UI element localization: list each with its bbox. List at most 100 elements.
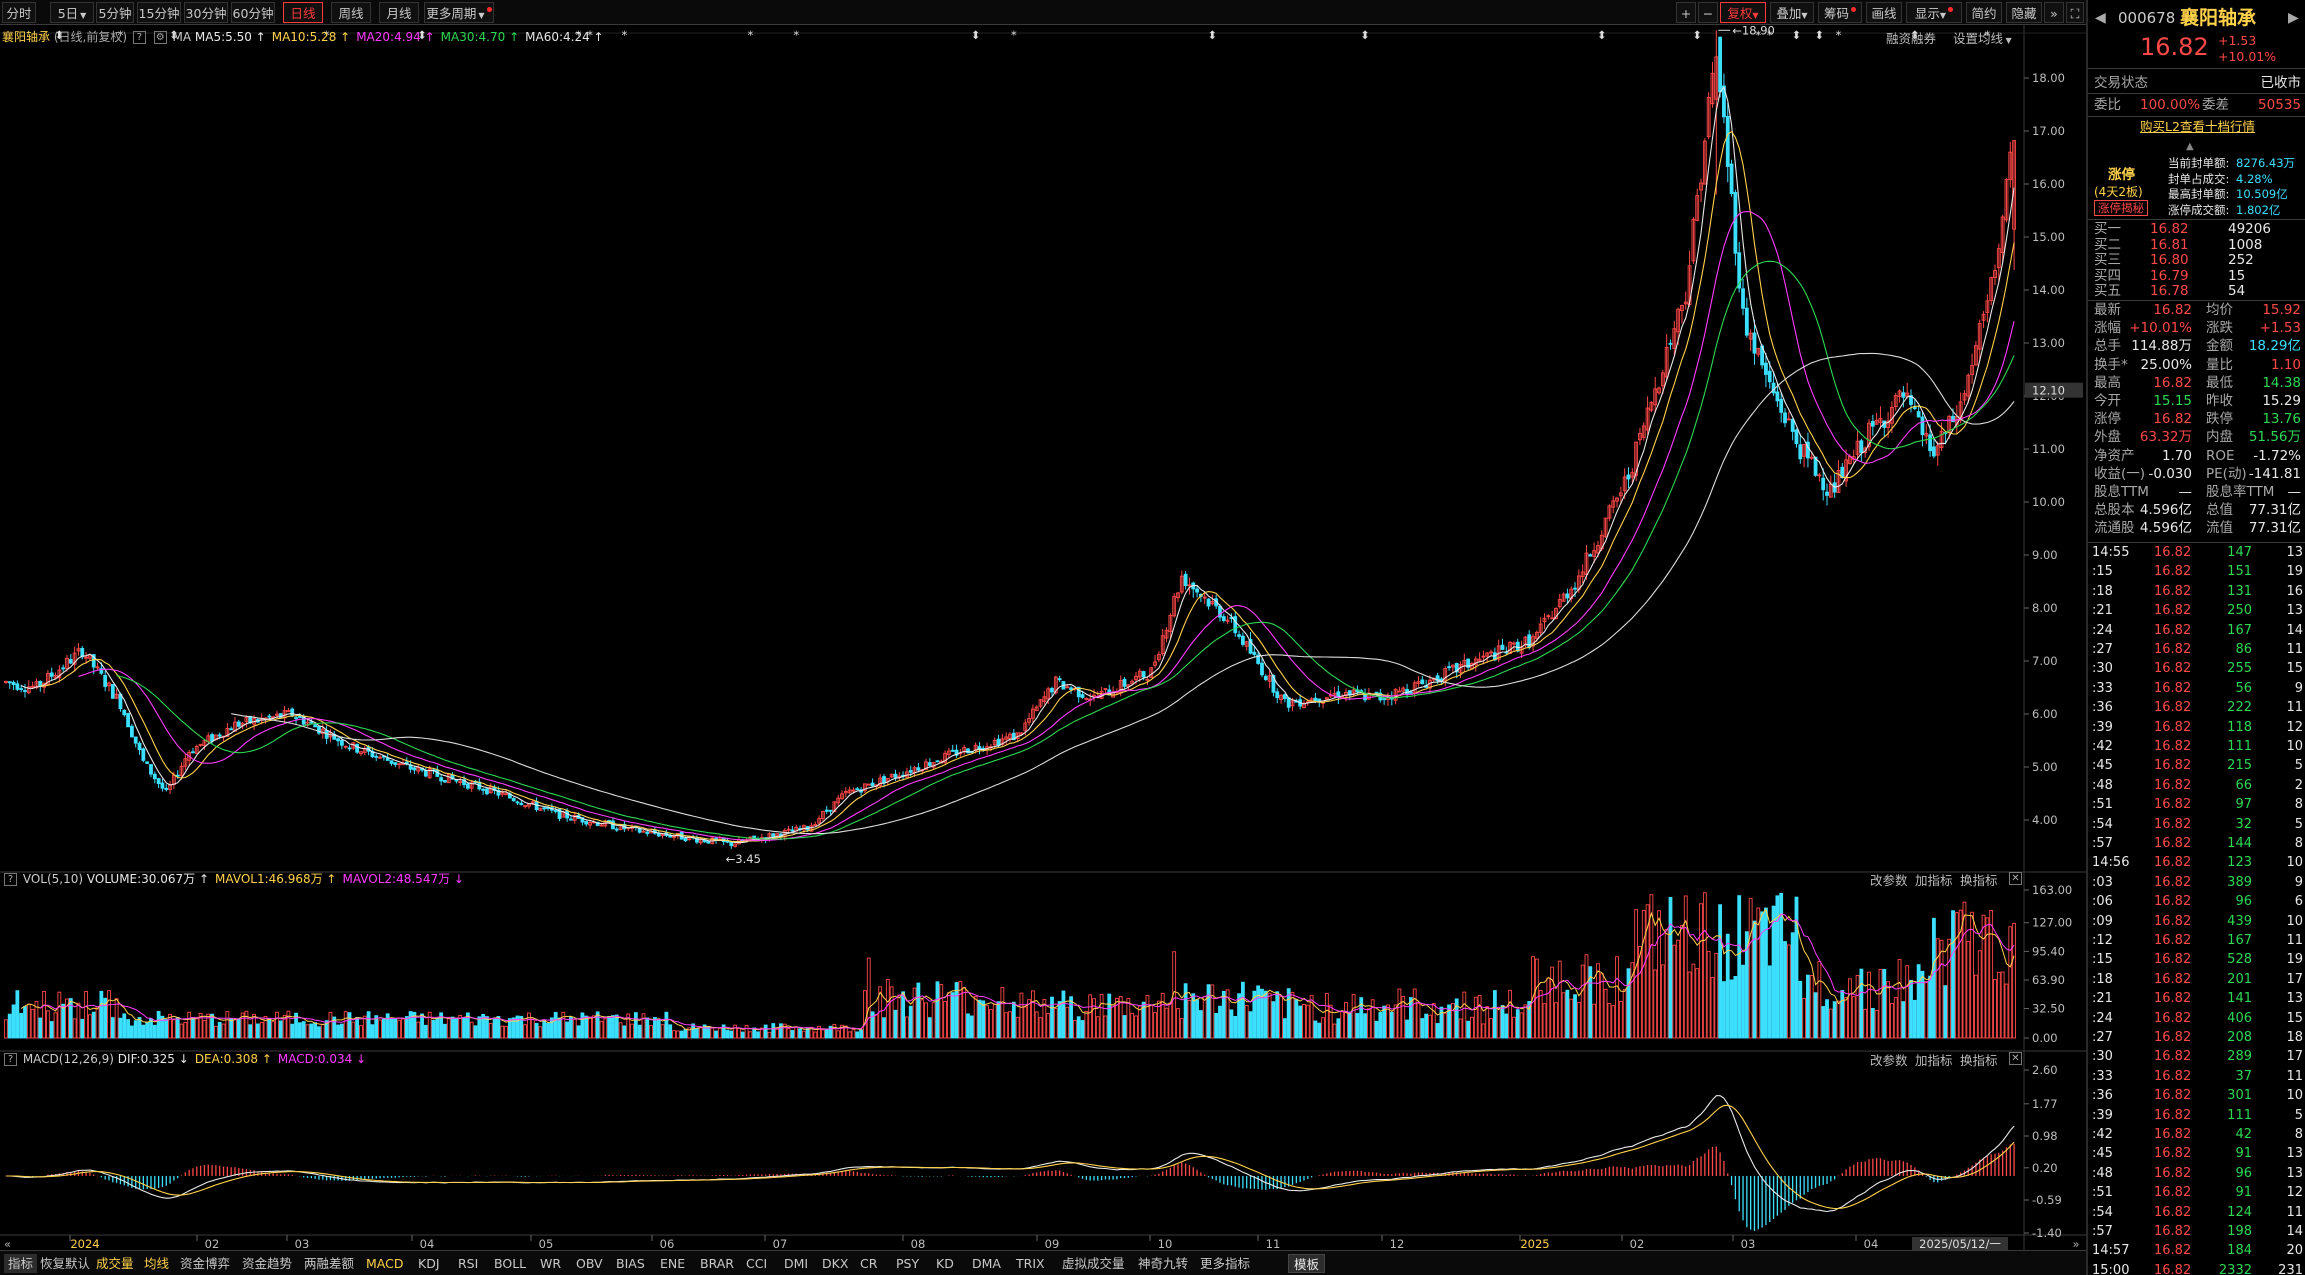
event-marker-icon: *	[324, 28, 330, 42]
draw-line-button[interactable]: 画线	[1866, 2, 1902, 23]
indicator-tab-22[interactable]: DMA	[972, 1256, 1001, 1271]
period-tab-30min[interactable]: 30分钟	[184, 2, 228, 23]
zoom-in-button[interactable]: +	[1676, 2, 1696, 23]
tick-price: 16.82	[2154, 1243, 2192, 1259]
bid-row[interactable]: 买五 16.78 54	[2088, 283, 2305, 299]
period-tab-daily[interactable]: 日线	[283, 2, 323, 23]
indicator-tab-27[interactable]: 模板	[1288, 1254, 1326, 1273]
period-tab-fenshi[interactable]: 分时	[2, 2, 36, 23]
volume-bar	[1011, 1001, 1016, 1039]
indicator-tab-10[interactable]: BOLL	[494, 1256, 527, 1271]
indicator-tab-23[interactable]: TRIX	[1016, 1256, 1045, 1271]
overlay-button[interactable]: 叠加▼	[1770, 2, 1814, 23]
volume-bar	[1309, 995, 1314, 1039]
period-tab-5day[interactable]: 5日 ▼	[50, 2, 94, 23]
candle-body	[706, 841, 711, 844]
kline-chart-area[interactable]: 18.0017.0016.0015.0014.0013.0012.0011.00…	[0, 25, 2086, 1250]
indicator-tab-25[interactable]: 神奇九转	[1138, 1256, 1189, 1271]
indicator-tab-0[interactable]: 指标	[4, 1254, 38, 1273]
fullscreen-icon[interactable]: ⛶	[2066, 2, 2084, 23]
indicator-tab-19[interactable]: CR	[860, 1256, 878, 1271]
period-tab-weekly[interactable]: 周线	[331, 2, 371, 23]
period-tab-5min[interactable]: 5分钟	[96, 2, 134, 23]
dropdown-arrow-icon: ▼	[478, 11, 485, 20]
period-tab-more[interactable]: 更多周期 ▼	[424, 2, 494, 23]
macd-swap-indicator-link[interactable]: 换指标	[1960, 1053, 1998, 1068]
indicator-tab-2[interactable]: 成交量	[96, 1256, 134, 1271]
period-tab-monthly[interactable]: 月线	[379, 2, 419, 23]
indicator-tab-1[interactable]: 恢复默认	[40, 1256, 91, 1271]
volume-bar	[954, 982, 959, 1039]
period-tab-60min[interactable]: 60分钟	[231, 2, 275, 23]
settings-gear-icon[interactable]: ⚙	[153, 31, 167, 44]
help-icon[interactable]: ?	[4, 1053, 17, 1066]
indicator-tab-24[interactable]: 虚拟成交量	[1062, 1256, 1125, 1271]
quote-row: 总手 114.88万 金额 18.29亿	[2088, 337, 2305, 355]
period-tab-15min[interactable]: 15分钟	[137, 2, 181, 23]
volume-bar	[1153, 1012, 1157, 1039]
indicator-tab-4[interactable]: 资金博弈	[180, 1256, 231, 1271]
bid-row[interactable]: 买二 16.81 1008	[2088, 237, 2305, 253]
next-stock-icon[interactable]: ▶	[2288, 10, 2299, 26]
indicator-tab-3[interactable]: 均线	[144, 1256, 170, 1271]
adjust-button[interactable]: 复权▼	[1720, 2, 1766, 23]
zoom-out-button[interactable]: −	[1698, 2, 1718, 23]
volume-bar	[885, 979, 890, 1039]
indicator-tab-14[interactable]: ENE	[660, 1256, 686, 1271]
help-icon[interactable]: ?	[132, 31, 146, 44]
tick-row: :54 16.82 32 5	[2088, 815, 2305, 834]
volume-bar	[905, 1016, 909, 1039]
ma-value-2: MA20:4.94 ↑	[356, 30, 435, 44]
indicator-tab-18[interactable]: DKX	[822, 1256, 849, 1271]
bid-row[interactable]: 买三 16.80 252	[2088, 252, 2305, 268]
indicator-tab-17[interactable]: DMI	[784, 1256, 809, 1271]
vol-legend: ? VOL(5,10) VOLUME:30.067万 ↑ MAVOL1:46.96…	[2, 870, 470, 888]
indicator-tab-16[interactable]: CCI	[746, 1256, 768, 1271]
volume-bar	[527, 1012, 531, 1039]
indicator-tab-8[interactable]: KDJ	[418, 1256, 440, 1271]
indicator-tab-20[interactable]: PSY	[896, 1256, 920, 1271]
macd-close-icon[interactable]: ✕	[2009, 1052, 2022, 1065]
set-ma-link[interactable]: 设置均线 ▼	[1953, 28, 2012, 47]
buy-l2-link[interactable]: 购买L2查看十档行情	[2140, 119, 2255, 134]
indicator-tab-26[interactable]: 更多指标	[1200, 1256, 1251, 1271]
candle-body	[1790, 419, 1795, 432]
vol-add-indicator-link[interactable]: 加指标	[1915, 873, 1953, 888]
quote-row: 收益(一) -0.030 PE(动) -141.81	[2088, 465, 2305, 483]
indicator-tab-21[interactable]: KD	[936, 1256, 954, 1271]
hide-button[interactable]: 隐藏	[2006, 2, 2042, 23]
prev-stock-icon[interactable]: ◀	[2095, 10, 2106, 26]
chips-button[interactable]: 筹码	[1818, 2, 1862, 23]
expand-button[interactable]: »	[2044, 2, 2064, 23]
macd-add-indicator-link[interactable]: 加指标	[1915, 1053, 1953, 1068]
indicator-tab-6[interactable]: 两融差额	[304, 1256, 355, 1271]
limit-up-reveal-button[interactable]: 涨停揭秘	[2094, 200, 2148, 216]
x-axis-label: 08	[911, 1237, 926, 1250]
simple-button[interactable]: 简约	[1966, 2, 2002, 23]
display-button[interactable]: 显示▼	[1906, 2, 1962, 23]
quote-label: PE(动)	[2206, 465, 2247, 482]
quote-label: 跌停	[2206, 411, 2233, 428]
bid-row[interactable]: 买一 16.82 49206	[2088, 221, 2305, 237]
candle-body	[454, 779, 459, 782]
indicator-tab-7[interactable]: MACD	[366, 1256, 404, 1271]
margin-trading-link[interactable]: 融资融券	[1886, 31, 1937, 46]
help-icon[interactable]: ?	[4, 873, 17, 886]
collapse-icon[interactable]: ▲	[2186, 141, 2194, 152]
indicator-tab-9[interactable]: RSI	[458, 1256, 479, 1271]
macd-change-param-link[interactable]: 改参数	[1870, 1053, 1908, 1068]
candle-body	[1939, 430, 1944, 449]
bid-row[interactable]: 买四 16.79 15	[2088, 268, 2305, 284]
candle-body	[1744, 307, 1749, 336]
indicator-tab-5[interactable]: 资金趋势	[242, 1256, 293, 1271]
indicator-tab-15[interactable]: BRAR	[700, 1256, 734, 1271]
quote-panel: ◀ 000678 襄阳轴承 ▶ 16.82 +1.53 +10.01% 交易状态…	[2086, 0, 2305, 1275]
vol-change-param-link[interactable]: 改参数	[1870, 873, 1908, 888]
indicator-tab-13[interactable]: BIAS	[616, 1256, 645, 1271]
vol-swap-indicator-link[interactable]: 换指标	[1960, 873, 1998, 888]
volume-bar	[1882, 969, 1887, 1039]
candle-body	[1324, 697, 1329, 700]
indicator-tab-12[interactable]: OBV	[576, 1256, 603, 1271]
vol-close-icon[interactable]: ✕	[2009, 872, 2022, 885]
indicator-tab-11[interactable]: WR	[540, 1256, 562, 1271]
